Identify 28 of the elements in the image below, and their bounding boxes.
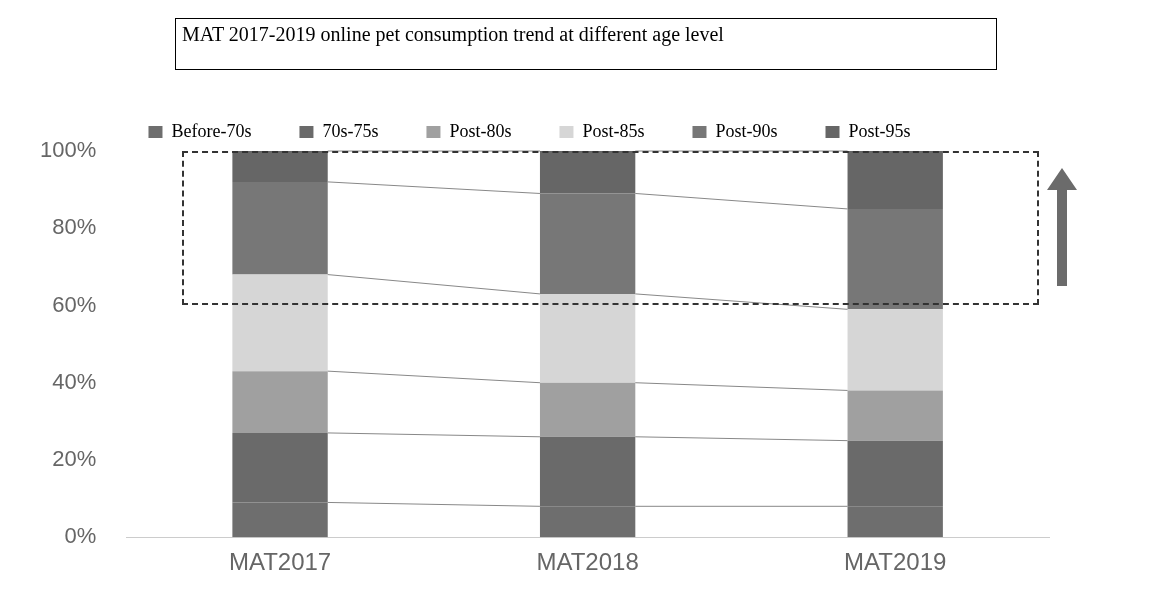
bar xyxy=(232,151,328,182)
bar xyxy=(539,193,636,294)
y-tick-label: 100% xyxy=(39,137,97,163)
y-tick-label: 0% xyxy=(64,523,97,549)
bar xyxy=(847,390,943,441)
bar xyxy=(847,208,943,310)
legend-label: Post-85s xyxy=(582,120,645,141)
bar xyxy=(232,274,328,372)
bar xyxy=(539,382,636,437)
bar xyxy=(847,151,943,209)
bar xyxy=(539,293,636,383)
bar xyxy=(539,151,636,194)
chart-title: MAT 2017-2019 online pet consumption trend at different age level xyxy=(175,18,997,70)
legend-label: Before-70s xyxy=(171,120,252,141)
x-tick-label: MAT2018 xyxy=(536,548,639,576)
y-tick-label: 80% xyxy=(52,214,97,240)
y-tick-label: 60% xyxy=(52,291,97,317)
y-tick-label: 20% xyxy=(52,446,97,472)
y-tick-label: 40% xyxy=(52,368,97,394)
bar xyxy=(847,309,943,391)
legend-label: Post-95s xyxy=(848,120,911,141)
bar xyxy=(232,181,328,275)
legend-label: Post-80s xyxy=(449,120,512,141)
x-tick-label: MAT2019 xyxy=(844,548,947,576)
legend-label: 70s-75s xyxy=(322,120,379,141)
bar xyxy=(232,371,328,433)
legend-label: Post-90s xyxy=(715,120,778,141)
x-tick-label: MAT2017 xyxy=(228,548,332,576)
